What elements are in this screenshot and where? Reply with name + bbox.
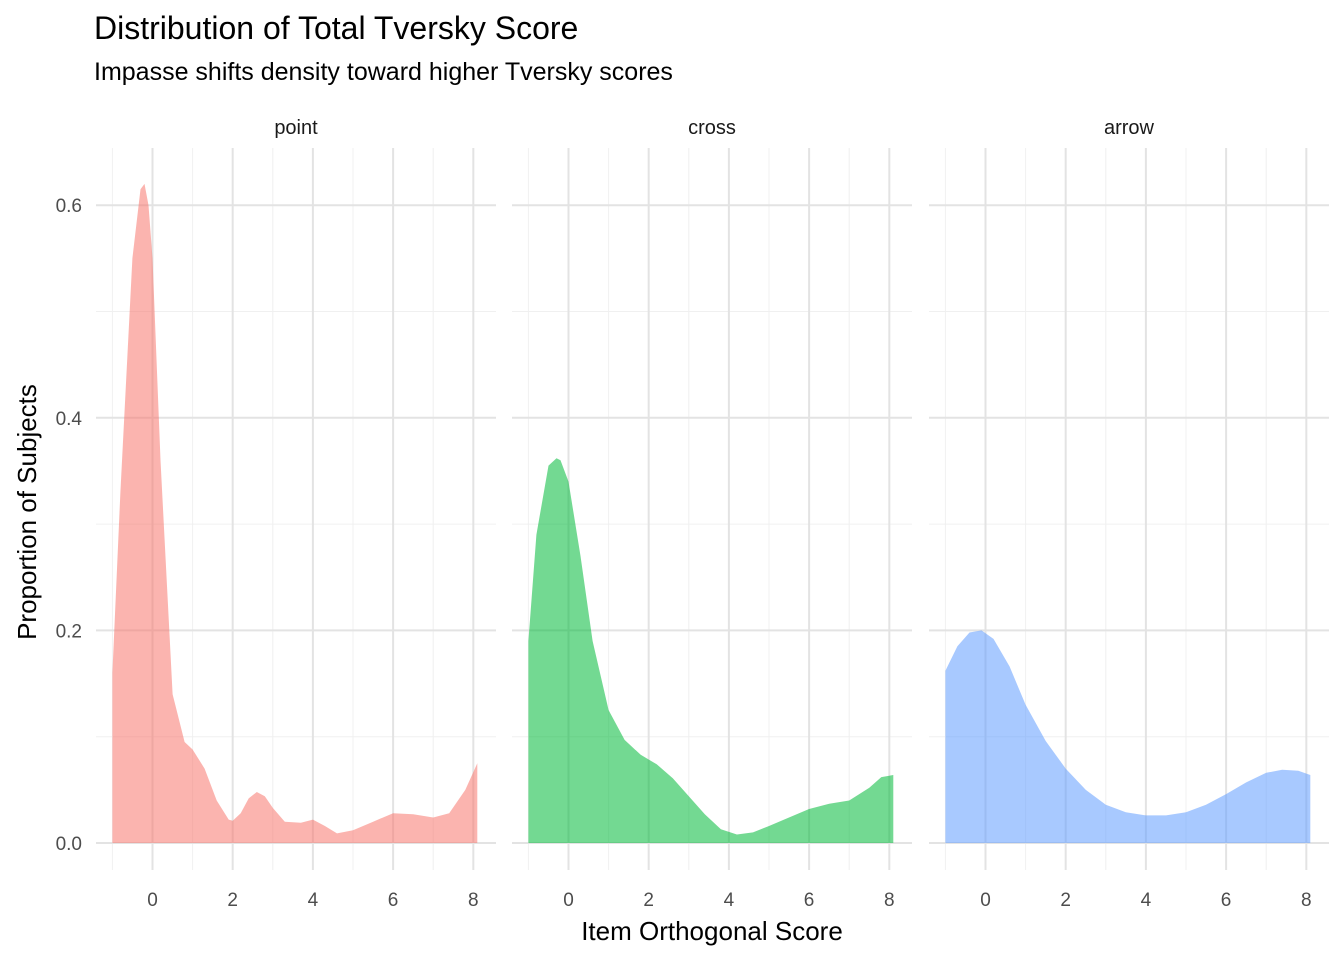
x-tick-label: 2	[1060, 890, 1071, 911]
y-tick-label: 0.2	[56, 621, 82, 642]
chart-subtitle: Impasse shifts density toward higher Tve…	[94, 58, 673, 86]
x-tick-label: 8	[468, 890, 479, 911]
x-tick-label: 8	[1301, 890, 1312, 911]
x-tick-label: 4	[308, 890, 319, 911]
density-area-arrow	[945, 630, 1311, 843]
facet-label-point: point	[274, 117, 318, 139]
y-axis-title: Proportion of Subjects	[12, 384, 42, 640]
x-tick-label: 6	[804, 890, 815, 911]
x-axis-title: Item Orthogonal Score	[581, 916, 843, 946]
y-tick-label: 0.4	[56, 409, 83, 430]
facet-label-cross: cross	[688, 117, 736, 139]
facet-label-arrow: arrow	[1104, 117, 1155, 139]
x-tick-label: 2	[643, 890, 654, 911]
x-tick-label: 0	[147, 890, 158, 911]
y-tick-label: 0.6	[56, 196, 82, 217]
x-tick-label: 4	[1141, 890, 1152, 911]
y-tick-label: 0.0	[56, 834, 82, 855]
x-tick-label: 8	[884, 890, 895, 911]
x-tick-label: 0	[563, 890, 574, 911]
x-tick-label: 6	[388, 890, 399, 911]
x-tick-label: 4	[724, 890, 735, 911]
x-tick-label: 0	[980, 890, 991, 911]
x-tick-label: 6	[1221, 890, 1232, 911]
density-area-cross	[528, 458, 894, 843]
x-tick-label: 2	[227, 890, 238, 911]
chart-title: Distribution of Total Tversky Score	[94, 10, 579, 46]
density-area-point	[112, 183, 478, 843]
